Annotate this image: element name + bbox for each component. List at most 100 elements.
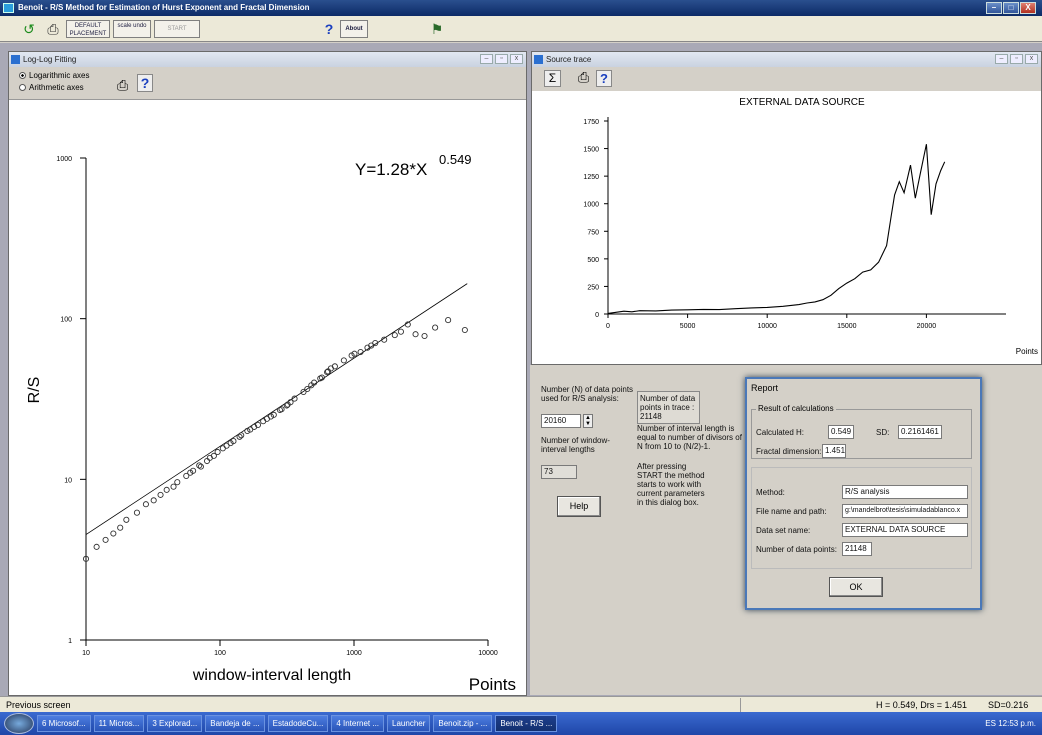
title-bar: Benoit - R/S Method for Estimation of Hu… [0, 0, 1042, 16]
log-axes-radio[interactable] [19, 72, 26, 80]
data-point [324, 369, 331, 376]
data-point [461, 326, 468, 334]
print-trace-icon[interactable]: ⎙ [578, 69, 590, 85]
arith-axes-option[interactable]: Arithmetic axes [19, 83, 84, 92]
app-icon [3, 3, 14, 13]
print-chart-icon[interactable]: ⎙ [117, 77, 129, 93]
restore-icon[interactable]: ▫ [495, 54, 508, 64]
fit-line [85, 283, 468, 535]
main-toolbar: ↺ ⎙ DEFAULT PLACEMENT scale undo START ?… [0, 16, 1042, 42]
data-point [142, 501, 149, 508]
ok-button[interactable]: OK [829, 577, 883, 597]
source-window-controls: – ▫ x [995, 54, 1038, 64]
taskbar-item[interactable]: EstadodeCu... [267, 715, 329, 732]
window-icon [534, 55, 543, 64]
x-tick-label: 0 [606, 323, 610, 330]
status-divider [740, 698, 741, 712]
n-points-spinner[interactable]: ▲ ▼ [583, 414, 593, 428]
data-point [214, 448, 221, 456]
y-tick-label: 250 [587, 284, 599, 291]
data-point [404, 321, 411, 328]
scale-undo-button[interactable]: scale undo [113, 20, 151, 38]
data-point [183, 472, 190, 479]
results-group-title: Result of calculations [756, 404, 836, 413]
data-point [82, 555, 90, 562]
minimize-icon[interactable]: – [480, 54, 493, 64]
data-point [190, 467, 197, 474]
exit-door-icon[interactable]: ⚑ [430, 21, 444, 37]
data-point [287, 399, 294, 406]
y-tick-label: 1000 [583, 202, 599, 209]
y-tick-label: 1250 [583, 174, 599, 181]
minimize-icon[interactable]: – [995, 54, 1008, 64]
loglog-window-titlebar[interactable]: Log-Log Fitting – ▫ x [9, 52, 526, 67]
method-label: Method: [756, 488, 785, 497]
data-point [311, 379, 318, 386]
close-button[interactable]: X [1020, 2, 1036, 14]
taskbar-item[interactable]: Benoit.zip - ... [433, 715, 493, 732]
status-sd-text: SD=0.216 [988, 700, 1029, 710]
data-point [291, 395, 298, 402]
loglog-window-title: Log-Log Fitting [23, 55, 77, 64]
arith-axes-radio[interactable] [19, 84, 26, 92]
trace-title: EXTERNAL DATA SOURCE [739, 97, 865, 108]
default-placement-button[interactable]: DEFAULT PLACEMENT [66, 20, 110, 38]
system-tray: ES 12:53 p.m. [985, 719, 1036, 728]
close-icon[interactable]: x [1025, 54, 1038, 64]
fractal-dimension-label: Fractal dimension: [756, 447, 822, 456]
fit-exponent: 0.549 [439, 152, 472, 167]
data-point [351, 350, 358, 357]
data-point [170, 483, 177, 490]
log-axes-option[interactable]: Logarithmic axes [19, 71, 89, 80]
data-points-value: 21148 [842, 542, 872, 556]
minimize-button[interactable]: – [986, 2, 1002, 14]
y-tick-label: 10 [64, 477, 72, 484]
loglog-options-bar: Logarithmic axes Arithmetic axes ⎙ ? [9, 67, 526, 100]
fractal-dimension-value: 1.451 [822, 444, 846, 458]
restore-icon[interactable]: ▫ [1010, 54, 1023, 64]
about-button[interactable]: About [340, 20, 368, 38]
taskbar-item[interactable]: 11 Micros... [93, 715, 145, 732]
trace-xlabel: Points [1016, 347, 1038, 356]
x-tick-label: 1000 [346, 650, 362, 657]
y-tick-label: 100 [60, 317, 72, 324]
data-point [133, 509, 140, 516]
n-points-input[interactable]: 20160 [541, 414, 581, 428]
maximize-button[interactable]: □ [1003, 2, 1019, 14]
data-point [432, 324, 439, 331]
window-lengths-value: 73 [541, 465, 577, 479]
source-window-titlebar[interactable]: Source trace – ▫ x [532, 52, 1041, 67]
data-point [163, 486, 170, 493]
y-tick-label: 0 [595, 312, 599, 319]
trace-help-icon[interactable]: ? [596, 70, 612, 87]
help-question-icon[interactable]: ? [324, 21, 334, 37]
start-orb-icon[interactable] [4, 713, 34, 734]
taskbar-item[interactable]: 4 Internet ... [331, 715, 385, 732]
chart-help-icon[interactable]: ? [137, 74, 153, 92]
taskbar-item[interactable]: Launcher [387, 715, 431, 732]
taskbar-item[interactable]: 6 Microsof... [37, 715, 91, 732]
taskbar-item[interactable]: 3 Explorad... [147, 715, 203, 732]
points-label: Points [469, 675, 516, 693]
file-path-label: File name and path: [756, 507, 827, 516]
help-button[interactable]: Help [557, 496, 601, 517]
data-point [278, 406, 285, 413]
data-point [102, 536, 109, 543]
taskbar-item[interactable]: Bandeja de ... [205, 715, 265, 732]
printer-icon[interactable]: ⎙ [47, 21, 59, 37]
data-point [238, 432, 245, 439]
loglog-window: Log-Log Fitting – ▫ x Logarithmic axes A… [8, 51, 527, 696]
data-point [93, 543, 100, 550]
data-points-label: Number of data points: [756, 545, 837, 554]
y-tick-label: 1 [68, 638, 72, 645]
back-arrow-icon[interactable]: ↺ [23, 21, 35, 37]
data-point [236, 433, 243, 440]
data-point [157, 491, 164, 498]
close-icon[interactable]: x [510, 54, 523, 64]
taskbar-item-benoit[interactable]: Benoit - R/S ... [495, 715, 558, 732]
start-button[interactable]: START [154, 20, 200, 38]
sigma-button[interactable]: Σ [544, 70, 561, 87]
sd-value: 0.2161461 [898, 425, 942, 439]
n-points-label: Number (N) of data points used for R/S a… [541, 385, 634, 403]
data-point [283, 402, 290, 409]
